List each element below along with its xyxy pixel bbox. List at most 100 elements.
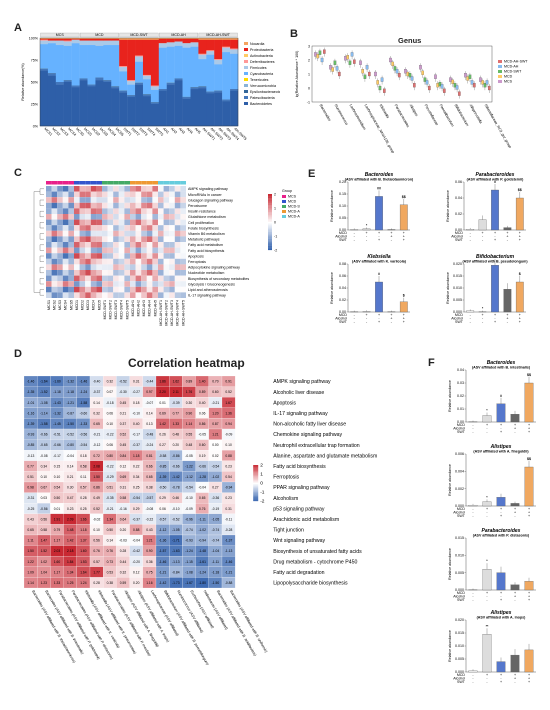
panel-c-pathway-label: Glucagon signaling pathway — [188, 198, 233, 202]
panel-d-cell-value: 0.45 — [120, 401, 127, 405]
panel-c-heat-cell — [118, 275, 125, 282]
panel-b-legend-label: MCD-AH-SWT — [504, 60, 528, 64]
panel-d-cell-value: -0.19 — [212, 507, 220, 511]
panel-c-heat-cell — [113, 197, 119, 203]
panel-f-chart-sign: - — [472, 430, 474, 434]
panel-a-bar-segment — [119, 66, 128, 68]
panel-c-heat-cell — [79, 247, 86, 254]
panel-c-heat-cell — [174, 219, 181, 226]
panel-c-heat-cell — [57, 275, 63, 282]
panel-a-bar-segment — [127, 80, 136, 82]
panel-d-cell-value: 0.47 — [67, 496, 74, 500]
panel-c-heat-cell — [46, 186, 52, 192]
panel-c-heat-cell — [46, 286, 52, 293]
panel-d-cell-value: -1.15 — [185, 560, 193, 564]
panel-b-box — [393, 66, 397, 71]
panel-a-bar-segment — [222, 52, 231, 100]
panel-c-heat-cell — [79, 281, 86, 287]
panel-c-heat-cell — [118, 191, 125, 198]
panel-d-cell-value: 0.10 — [225, 443, 232, 447]
panel-c-heat-cell — [174, 270, 181, 276]
panel-c-heat-cell — [90, 275, 97, 282]
panel-f-chart-sign: + — [514, 677, 516, 681]
panel-c-heat-cell — [90, 208, 97, 214]
panel-f-chart-y-label: Relative abundance — [448, 380, 452, 412]
panel-d-cell-value: 0.52 — [225, 390, 232, 394]
panel-a-legend-swatch — [244, 72, 248, 75]
panel-c-heat-cell — [180, 247, 186, 254]
panel-d-cell-value: 0.57 — [93, 560, 100, 564]
panel-e-chart-y-label: Relative abundance — [330, 190, 334, 222]
panel-c-heat-cell — [74, 242, 80, 248]
panel-c-heat-cell — [130, 242, 136, 248]
panel-c-sample-label: MCD-AH2 — [137, 300, 141, 316]
panel-b-box — [322, 49, 326, 54]
panel-d-scale-step — [253, 474, 259, 476]
panel-c-heat-cell — [118, 186, 125, 192]
panel-c-heat-cell — [102, 214, 108, 220]
panel-a-bar-segment — [142, 38, 152, 40]
panel-c-heat-cell — [130, 270, 136, 276]
panel-c-group-bar — [113, 181, 119, 185]
panel-f-chart-sign: + — [528, 511, 530, 515]
panel-a-bar-segment — [103, 45, 112, 81]
panel-a-bar-segment — [87, 84, 96, 87]
panel-c-heat-cell — [102, 202, 108, 209]
panel-d-correlation-heatmap: -1.46 -1.64 -1.60 -1.32 -1.46 -0.40 0.32 -0.52 0… — [23, 375, 377, 666]
panel-a-sample-label: MCS3 — [59, 127, 69, 137]
panel-d-cell-value: -1.21 — [66, 401, 74, 405]
panel-d-cell-value: -1.01 — [27, 401, 35, 405]
panel-a-bar-segment — [174, 38, 183, 40]
panel-a-bar-segment — [174, 80, 183, 127]
panel-f-chart-row-label: SWT — [457, 430, 466, 434]
panel-d-cell-value: 0.76 — [93, 549, 100, 553]
panel-c-group-bar — [169, 181, 175, 185]
panel-c-scale-tick: -2 — [274, 249, 277, 253]
panel-c-heat-cell — [107, 247, 114, 254]
panel-b-box — [479, 77, 482, 82]
panel-d-cell-value: 1.66 — [80, 517, 87, 521]
panel-a-bar-segment — [222, 47, 231, 53]
panel-f-chart-sign: - — [514, 598, 516, 602]
panel-e-chart-sign: - — [470, 317, 472, 321]
panel-b-box — [470, 80, 474, 85]
panel-c-heat-cell — [113, 247, 119, 254]
panel-c-heat-cell — [96, 247, 102, 254]
panel-c-group-bar — [74, 181, 80, 185]
panel-c-heat-cell — [107, 208, 114, 214]
panel-d-cell-value: 0.18 — [80, 454, 87, 458]
panel-d-cell-value: -0.30 — [119, 390, 127, 394]
panel-d-cell-value: -0.93 — [27, 433, 35, 437]
panel-c-heat-cell — [130, 258, 136, 265]
panel-e-chart-y-tick: 0.04 — [339, 286, 346, 290]
panel-e-chart-sign: + — [390, 231, 392, 235]
panel-c-pathway-label: Fatty acid biosynthesis — [188, 249, 225, 253]
panel-c-heat-cell — [85, 247, 91, 254]
panel-b-box — [404, 69, 407, 74]
panel-d-cell-value: 0.11 — [80, 475, 86, 479]
panel-c-heat-cell — [90, 214, 97, 220]
panel-f-chart-sign: + — [500, 680, 502, 684]
panel-b-box — [397, 73, 401, 78]
panel-c-heat-cell — [124, 214, 130, 220]
panel-c-heat-cell — [62, 202, 69, 209]
panel-c-heat-cell — [146, 253, 153, 259]
panel-d-cell-value: -0.36 — [212, 496, 220, 500]
panel-c-heat-cell — [135, 275, 142, 282]
panel-c-heat-cell — [130, 253, 136, 259]
panel-c-heat-cell — [118, 281, 125, 287]
panel-e-chart-sign: + — [506, 317, 508, 321]
panel-e-chart-sign: - — [378, 317, 380, 321]
panel-c-heat-cell — [102, 197, 108, 203]
panel-a-bar-segment — [40, 39, 49, 41]
panel-e-chart-sign: + — [519, 238, 521, 242]
panel-c-scale-step — [268, 234, 272, 237]
panel-c-heat-cell — [152, 275, 158, 282]
panel-d-cell-value: 0.34 — [41, 464, 48, 468]
panel-f-chart-y-label: Relative abundance — [448, 630, 452, 662]
panel-c-pathway-label: Metabolic pathways — [188, 238, 220, 242]
panel-c-heat-cell — [163, 186, 170, 192]
panel-c-group-bar — [107, 181, 114, 185]
panel-a-bar-segment — [79, 40, 88, 46]
panel-d-cell-value: 1.52 — [41, 549, 48, 553]
